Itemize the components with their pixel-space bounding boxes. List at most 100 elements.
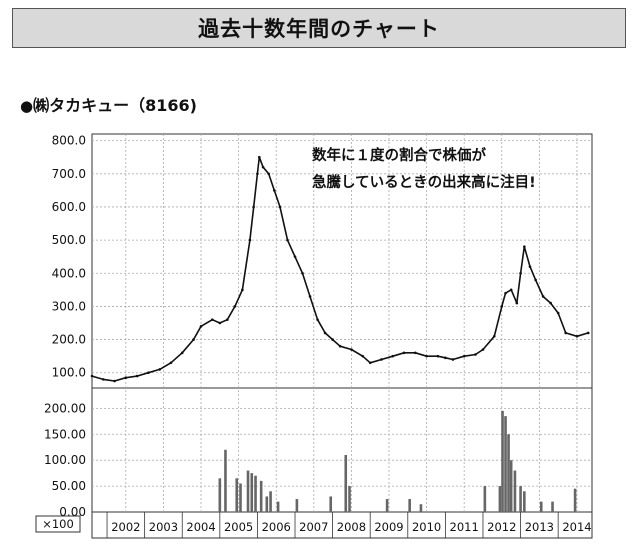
- volume-bar: [235, 478, 239, 512]
- x-tick-label: 2008: [337, 520, 366, 534]
- price-tick-label: 100.0: [52, 366, 86, 380]
- volume-bar: [551, 501, 554, 512]
- price-point: [515, 301, 519, 305]
- price-point: [158, 368, 161, 371]
- price-point: [361, 354, 364, 358]
- price-point: [575, 334, 579, 338]
- volume-bar: [504, 416, 507, 512]
- bullet-icon: ●: [20, 97, 34, 115]
- price-point: [90, 374, 94, 378]
- price-point: [523, 245, 526, 249]
- price-point: [267, 172, 270, 176]
- volume-bar: [239, 483, 242, 512]
- price-tick-label: 300.0: [52, 299, 86, 313]
- volume-bar: [246, 470, 250, 512]
- volume-bar: [295, 499, 299, 512]
- price-point: [509, 288, 513, 292]
- volume-bar: [348, 486, 351, 512]
- volume-bar: [329, 496, 333, 512]
- price-point: [180, 351, 184, 355]
- annotation-line-2: 急騰しているときの出来高に注目!: [312, 175, 536, 191]
- volume-tick-label: 150.00: [44, 427, 86, 441]
- price-point: [256, 172, 259, 176]
- price-point: [286, 238, 289, 242]
- price-point: [293, 255, 297, 258]
- x-tick-label: 2004: [186, 520, 215, 534]
- price-point: [211, 318, 214, 321]
- header-title: 過去十数年間のチャート: [198, 17, 440, 41]
- price-point: [316, 318, 319, 321]
- price-point: [492, 334, 496, 338]
- x-tick-label: 2002: [111, 520, 140, 534]
- price-tick-label: 500.0: [52, 233, 86, 247]
- price-point: [169, 361, 173, 365]
- price-point: [218, 321, 222, 325]
- price-point: [101, 378, 105, 381]
- x-tick-label: 2009: [374, 520, 403, 534]
- volume-bar: [344, 455, 348, 512]
- x-tick-label: 2014: [562, 520, 591, 534]
- price-tick-label: 200.0: [52, 333, 86, 347]
- price-point: [113, 379, 116, 383]
- price-point: [414, 351, 417, 355]
- price-point: [425, 354, 428, 358]
- volume-bar: [573, 488, 577, 512]
- volume-bar: [539, 501, 543, 512]
- volume-bar: [483, 486, 487, 512]
- x-tick-label: 2007: [299, 520, 328, 534]
- volume-bar: [224, 449, 227, 512]
- volume-bar: [269, 491, 272, 512]
- price-point: [199, 325, 203, 328]
- price-point: [519, 271, 522, 275]
- x-tick-label: 2013: [525, 520, 554, 534]
- volume-bar: [513, 470, 517, 512]
- price-point: [135, 374, 139, 378]
- volume-bar: [218, 478, 222, 512]
- price-point: [380, 358, 383, 361]
- x-tick-label: 2006: [262, 520, 291, 534]
- x-tick-label: 2003: [149, 520, 178, 534]
- volume-bar: [254, 475, 257, 512]
- price-point: [124, 376, 128, 380]
- price-point: [301, 271, 304, 275]
- price-tick-label: 600.0: [52, 200, 86, 214]
- volume-tick-label: 100.00: [44, 453, 86, 467]
- price-point: [436, 354, 440, 358]
- volume-unit-box: [35, 515, 81, 533]
- price-point: [257, 155, 261, 159]
- price-point: [500, 305, 504, 308]
- volume-tick-label: 200.00: [44, 401, 86, 415]
- volume-bar: [408, 499, 411, 512]
- volume-bar: [509, 460, 513, 512]
- plot-frame: [91, 133, 593, 539]
- x-tick-label: 2010: [412, 520, 441, 534]
- price-point: [481, 348, 485, 351]
- price-point: [252, 205, 255, 209]
- price-point: [248, 238, 252, 242]
- volume-bar: [250, 473, 254, 512]
- price-point: [226, 318, 229, 321]
- volume-bar: [507, 434, 510, 512]
- volume-bar: [419, 504, 423, 512]
- price-point: [541, 295, 545, 298]
- volume-unit-label: ×100: [42, 517, 74, 531]
- price-point: [278, 205, 282, 209]
- annotation: 数年に１度の割合で株価が 急騰しているときの出来高に注目!: [312, 143, 536, 197]
- price-point: [444, 356, 447, 360]
- x-tick-label: 2011: [450, 520, 479, 534]
- price-tick-label: 400.0: [52, 266, 86, 280]
- stock-title: ●㈱タカキュー（8166): [20, 92, 197, 116]
- volume-bar: [385, 499, 389, 512]
- price-point: [556, 311, 560, 315]
- price-point: [308, 295, 312, 298]
- price-point: [504, 291, 507, 295]
- price-point: [549, 301, 552, 305]
- volume-bar: [259, 480, 263, 512]
- volume-bar: [501, 410, 504, 512]
- volume-tick-label: 50.00: [52, 479, 86, 493]
- price-point: [586, 331, 590, 335]
- price-point: [402, 351, 406, 355]
- price-point: [338, 344, 342, 348]
- price-point: [528, 265, 532, 268]
